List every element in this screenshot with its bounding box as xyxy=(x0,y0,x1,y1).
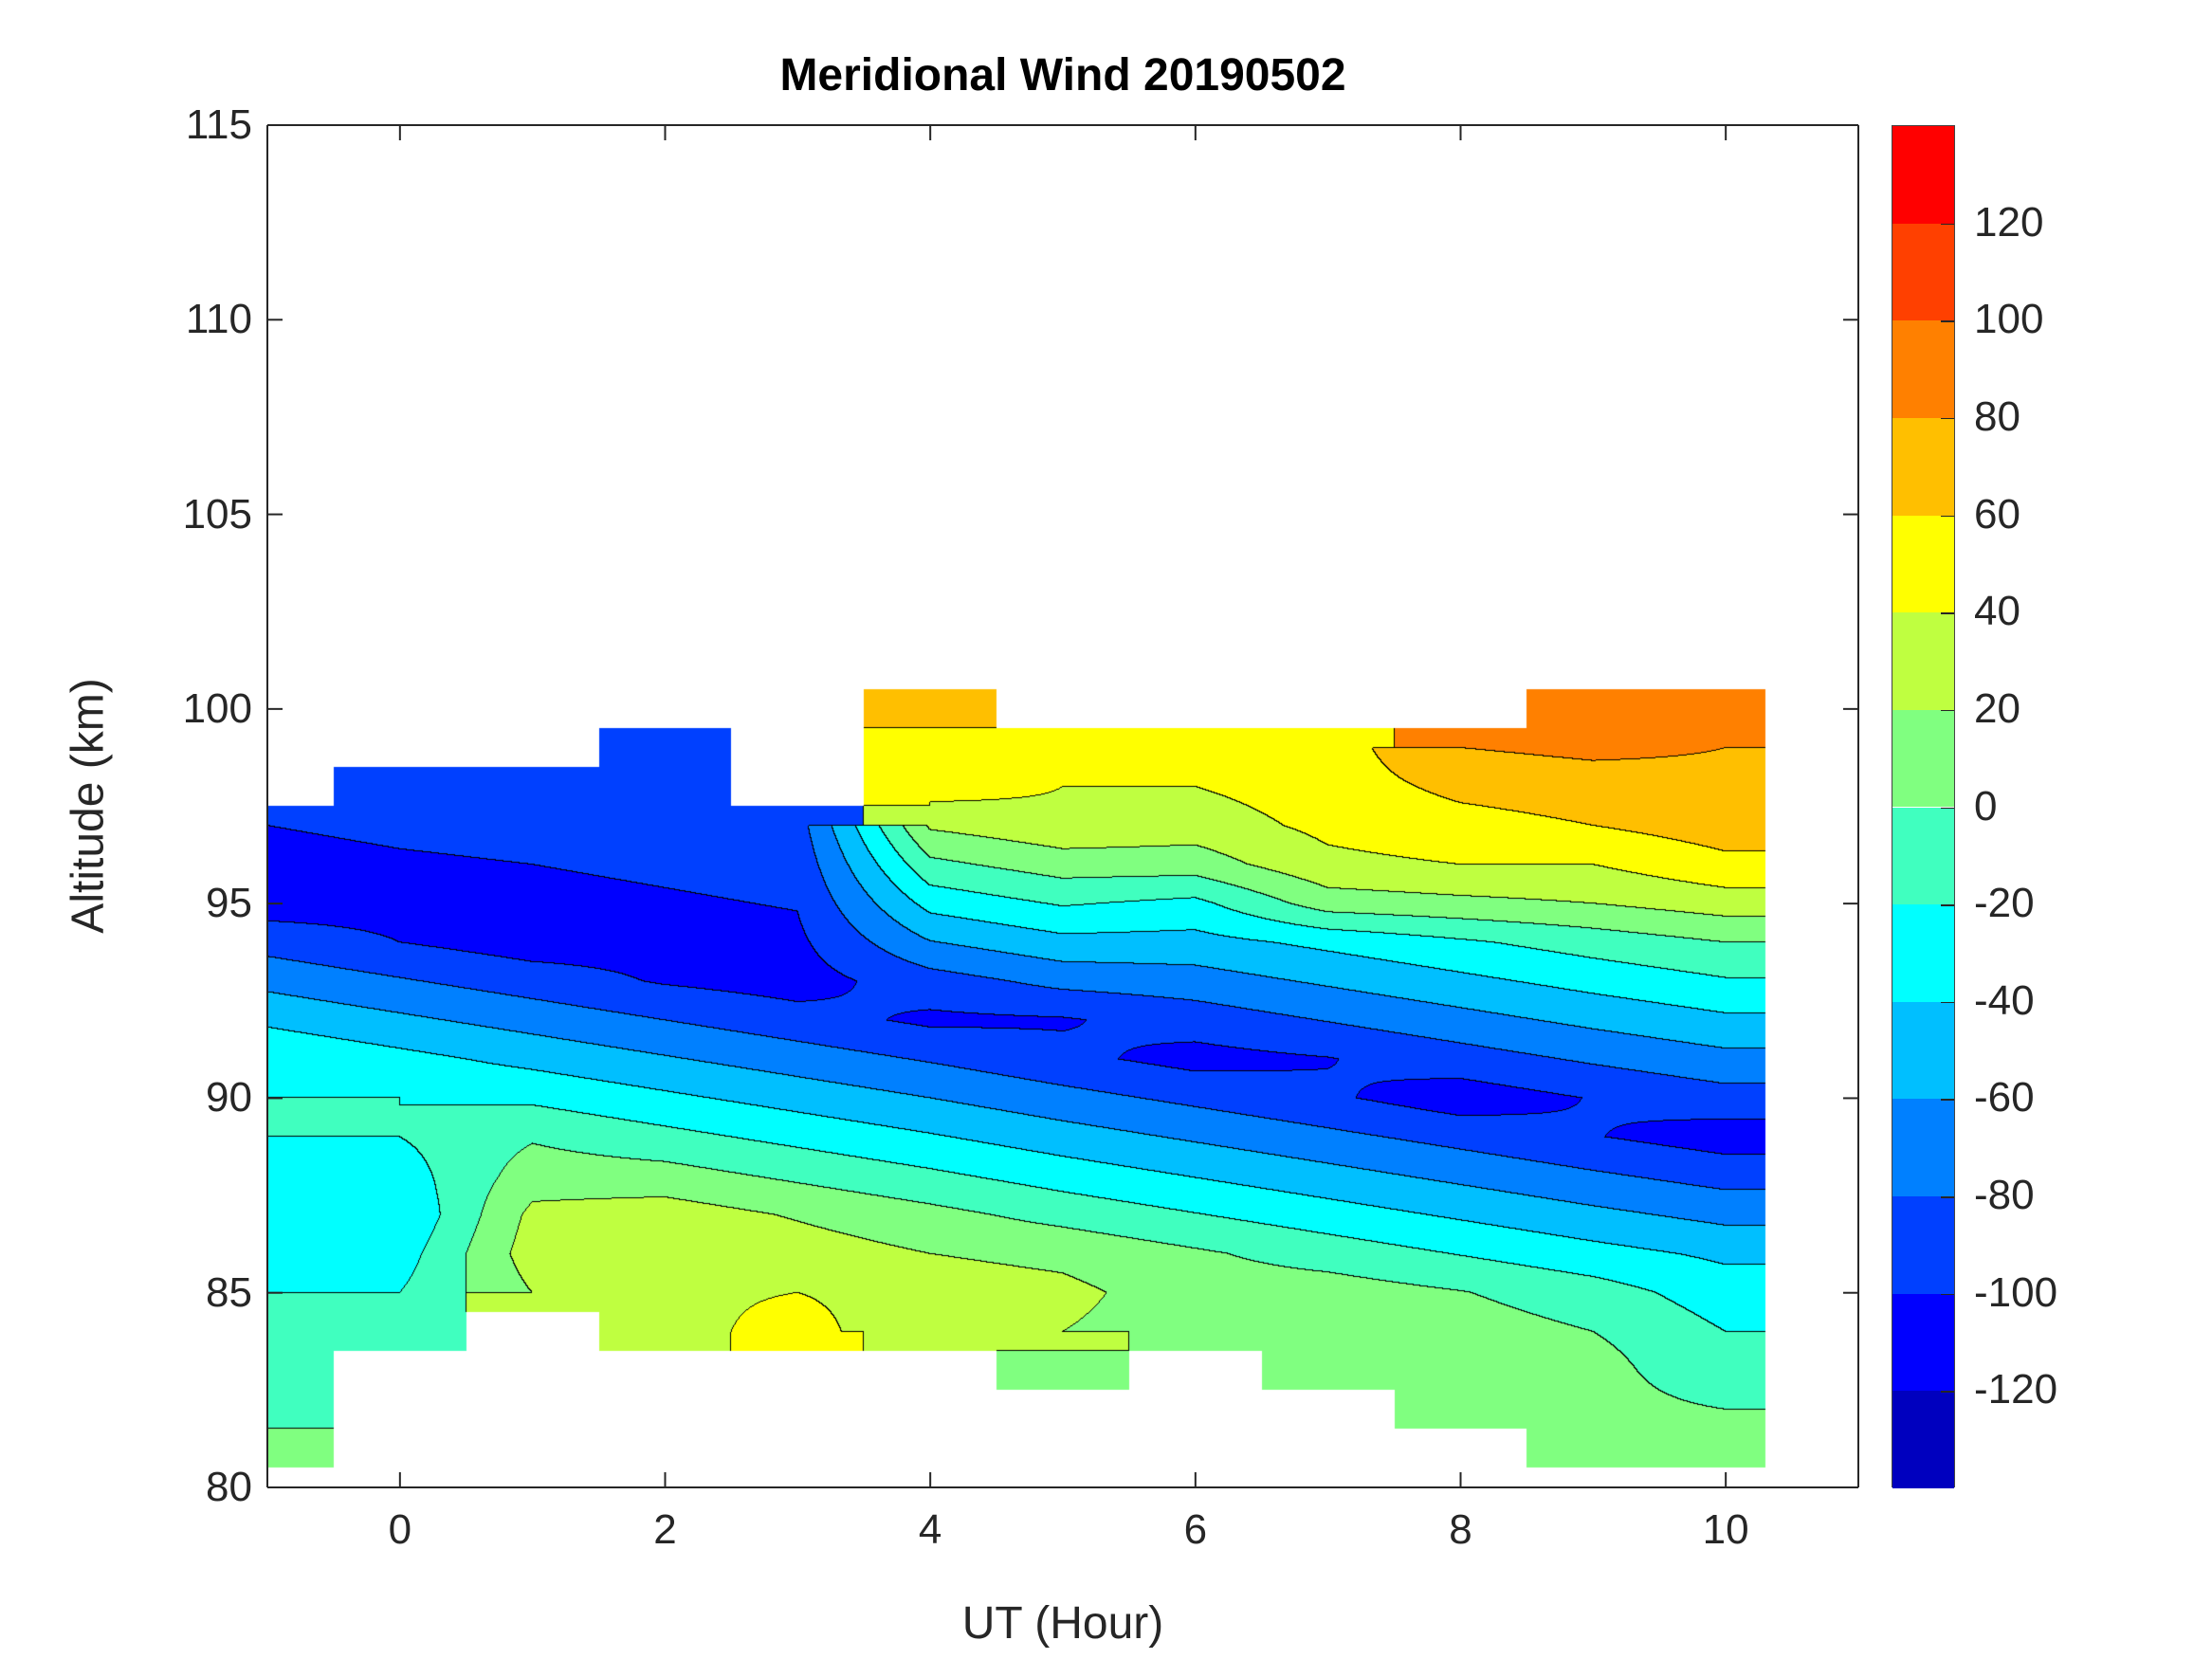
colorbar-tick xyxy=(1941,223,1954,226)
plot-area xyxy=(266,124,1859,1488)
colorbar-segment xyxy=(1892,223,1954,321)
y-tick-label: 105 xyxy=(182,490,252,538)
colorbar-segment xyxy=(1892,807,1954,905)
x-axis-label: UT (Hour) xyxy=(961,1598,1164,1649)
colorbar-segment xyxy=(1892,515,1954,613)
colorbar-tick xyxy=(1941,709,1954,712)
x-tick-label: 8 xyxy=(1449,1506,1472,1553)
colorbar-segment xyxy=(1892,417,1954,516)
colorbar-tick-label: -100 xyxy=(1974,1268,2058,1316)
colorbar-tick-label: -120 xyxy=(1974,1366,2058,1413)
colorbar-segment xyxy=(1892,1196,1954,1294)
y-axis-label: Altitude (km) xyxy=(63,678,114,934)
x-tick-label: 10 xyxy=(1702,1506,1749,1553)
x-tick-label: 2 xyxy=(653,1506,677,1553)
colorbar-tick-label: 60 xyxy=(1974,490,2020,538)
colorbar-tick xyxy=(1941,1196,1954,1198)
colorbar-tick-label: -20 xyxy=(1974,880,2035,927)
colorbar-segment xyxy=(1892,320,1954,418)
y-tick-label: 110 xyxy=(185,296,252,343)
colorbar-tick xyxy=(1941,320,1954,322)
x-tick-label: 6 xyxy=(1183,1506,1208,1553)
colorbar-tick xyxy=(1941,1001,1954,1004)
colorbar-tick-label: 80 xyxy=(1974,392,2020,440)
colorbar-segment xyxy=(1892,1391,1954,1488)
colorbar-segment xyxy=(1892,709,1954,808)
colorbar-tick-label: 20 xyxy=(1974,684,2020,732)
colorbar-tick-label: -80 xyxy=(1974,1172,2035,1219)
colorbar-tick xyxy=(1941,515,1954,518)
colorbar-segment xyxy=(1892,1099,1954,1197)
colorbar-tick-label: 40 xyxy=(1974,588,2020,635)
y-tick-label: 80 xyxy=(206,1464,252,1510)
colorbar-segment xyxy=(1892,904,1954,1002)
colorbar-tick xyxy=(1941,904,1954,906)
x-tick-label: 4 xyxy=(918,1506,942,1553)
y-tick-label: 85 xyxy=(206,1268,252,1316)
colorbar-tick-label: 0 xyxy=(1974,782,1998,830)
chart-title: Meridional Wind 20190502 xyxy=(779,50,1346,100)
contour-fill xyxy=(267,125,1858,1487)
axes-box xyxy=(266,124,1859,1488)
x-tick-label: 0 xyxy=(388,1506,412,1553)
colorbar xyxy=(1892,125,1955,1488)
colorbar-tick xyxy=(1941,1293,1954,1296)
colorbar-tick xyxy=(1941,1391,1954,1393)
y-tick-label: 115 xyxy=(185,101,252,148)
colorbar-tick-label: -40 xyxy=(1974,976,2035,1024)
colorbar-segment xyxy=(1892,126,1954,224)
colorbar-tick xyxy=(1941,417,1954,420)
colorbar-tick-label: -60 xyxy=(1974,1074,2035,1121)
colorbar-tick xyxy=(1941,1099,1954,1101)
y-tick-label: 90 xyxy=(206,1074,252,1121)
colorbar-tick-label: 120 xyxy=(1974,198,2044,246)
colorbar-tick xyxy=(1941,807,1954,809)
colorbar-tick xyxy=(1941,612,1954,614)
y-tick-label: 100 xyxy=(182,684,252,732)
colorbar-segment xyxy=(1892,612,1954,710)
colorbar-segment xyxy=(1892,1001,1954,1100)
y-tick-label: 95 xyxy=(206,880,252,927)
colorbar-tick-label: 100 xyxy=(1974,296,2044,343)
colorbar-segment xyxy=(1892,1293,1954,1392)
